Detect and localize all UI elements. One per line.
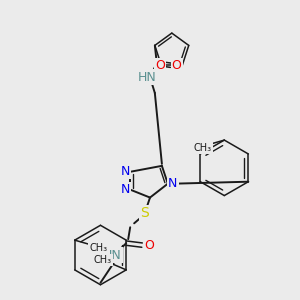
Text: HN: HN: [103, 248, 122, 262]
Text: S: S: [140, 206, 148, 220]
Text: N: N: [121, 183, 130, 196]
Text: CH₃: CH₃: [89, 243, 108, 253]
Text: N: N: [121, 165, 130, 178]
Text: N: N: [168, 177, 178, 190]
Text: HN: HN: [137, 70, 156, 84]
Text: CH₃: CH₃: [194, 143, 211, 153]
Text: O: O: [155, 59, 165, 72]
Text: CH₃: CH₃: [93, 255, 112, 265]
Text: O: O: [172, 59, 182, 72]
Text: O: O: [144, 238, 154, 252]
